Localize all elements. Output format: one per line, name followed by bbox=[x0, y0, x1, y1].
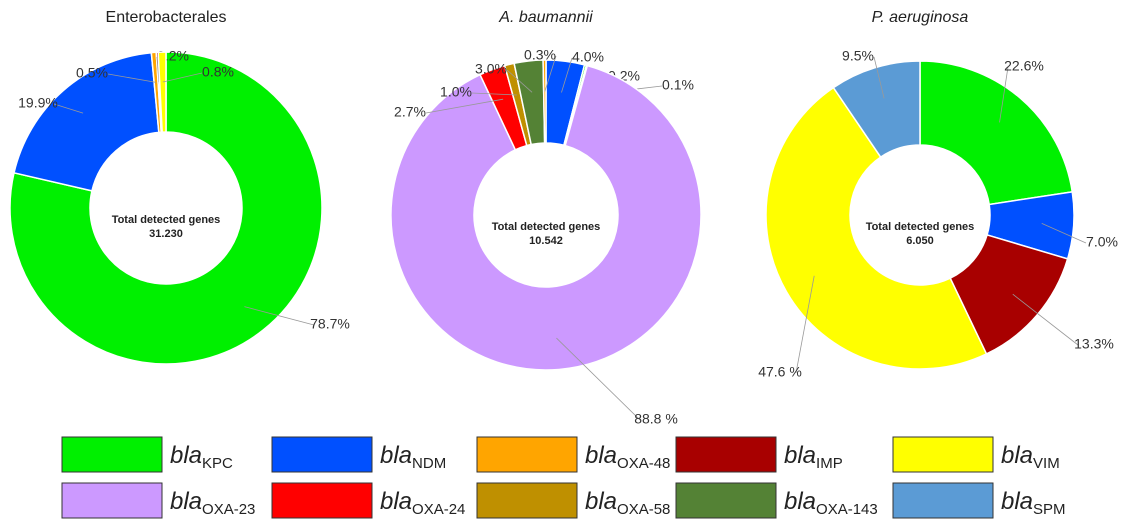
legend-name: bla bbox=[784, 442, 816, 469]
legend-subscript: OXA-23 bbox=[202, 501, 255, 518]
leader-line bbox=[795, 275, 815, 374]
chart-title: Enterobacterales bbox=[106, 9, 227, 26]
leader-line bbox=[107, 73, 157, 83]
legend-swatch bbox=[61, 482, 163, 519]
data-label: 7.0% bbox=[1086, 234, 1118, 250]
legend-subscript: KPC bbox=[202, 455, 233, 472]
legend-subscript: OXA-24 bbox=[412, 501, 465, 518]
legend-swatch bbox=[476, 482, 578, 519]
data-label: 4.0% bbox=[572, 49, 604, 65]
legend-name: bla bbox=[585, 442, 617, 469]
legend-subscript: NDM bbox=[412, 455, 446, 472]
leader-line bbox=[556, 337, 641, 421]
legend-label: blaVIM bbox=[1001, 442, 1060, 472]
legend-swatch bbox=[271, 436, 373, 473]
leader-line bbox=[425, 98, 504, 114]
donut-slice bbox=[390, 64, 702, 371]
center-total: 10.542 bbox=[529, 235, 563, 247]
legend-name: bla bbox=[1001, 488, 1033, 515]
leader-line bbox=[561, 57, 573, 93]
donut-slice bbox=[542, 59, 547, 144]
donut-slice bbox=[765, 86, 988, 370]
donut-slice bbox=[9, 51, 323, 365]
data-label: 0.3% bbox=[524, 47, 556, 63]
data-label: 3.0% bbox=[475, 61, 507, 77]
donut-slice bbox=[157, 51, 167, 133]
donut-slice bbox=[13, 51, 160, 192]
leader-line bbox=[1012, 293, 1079, 346]
donut-slice bbox=[919, 60, 1074, 206]
legend-subscript: OXA-143 bbox=[816, 501, 878, 518]
legend-subscript: SPM bbox=[1033, 501, 1066, 518]
legend-label: blaSPM bbox=[1001, 488, 1066, 518]
data-label: 13.3% bbox=[1074, 336, 1114, 352]
legend-swatch bbox=[61, 436, 163, 473]
legend-label: blaOXA-143 bbox=[784, 488, 878, 518]
data-label: 47.6 % bbox=[758, 364, 802, 380]
data-label: 22.6% bbox=[1004, 58, 1044, 74]
legend-subscript: IMP bbox=[816, 455, 843, 472]
legend-label: blaOXA-24 bbox=[380, 488, 465, 518]
leader-line bbox=[999, 66, 1009, 123]
leader-line bbox=[162, 72, 203, 83]
legend-name: bla bbox=[170, 488, 202, 515]
leader-line bbox=[1041, 223, 1087, 244]
center-total: 6.050 bbox=[906, 235, 934, 247]
chart-title: A. baumannii bbox=[498, 9, 593, 26]
legend-label: blaKPC bbox=[170, 442, 233, 472]
leader-line bbox=[156, 56, 160, 83]
legend-subscript: OXA-58 bbox=[617, 501, 670, 518]
legend-name: bla bbox=[784, 488, 816, 515]
legend-swatch bbox=[675, 436, 777, 473]
leader-line bbox=[544, 55, 557, 92]
leader-line bbox=[506, 69, 533, 93]
center-label: Total detected genes bbox=[492, 221, 601, 233]
legend-swatch bbox=[476, 436, 578, 473]
data-label: 2.7% bbox=[394, 104, 426, 120]
legend-label: blaOXA-48 bbox=[585, 442, 670, 472]
data-label: 78.7% bbox=[310, 316, 350, 332]
legend-subscript: OXA-48 bbox=[617, 455, 670, 472]
donut-slice bbox=[832, 60, 921, 159]
legend-name: bla bbox=[170, 442, 202, 469]
center-label: Total detected genes bbox=[866, 221, 975, 233]
legend-swatch bbox=[271, 482, 373, 519]
leader-line bbox=[471, 92, 517, 96]
center-total: 31.230 bbox=[149, 228, 183, 240]
leader-line bbox=[244, 306, 315, 326]
legend-name: bla bbox=[380, 442, 412, 469]
center-label: Total detected genes bbox=[112, 214, 221, 226]
leader-line bbox=[873, 56, 885, 99]
data-label: 1.0% bbox=[440, 84, 472, 100]
legend-label: blaIMP bbox=[784, 442, 843, 472]
legend-swatch bbox=[892, 482, 994, 519]
data-label: 9.5% bbox=[842, 48, 874, 64]
data-label: 88.8 % bbox=[634, 411, 678, 427]
legend-swatch bbox=[892, 436, 994, 473]
data-label: 0.8% bbox=[202, 64, 234, 80]
legend-subscript: VIM bbox=[1033, 455, 1060, 472]
legend-name: bla bbox=[380, 488, 412, 515]
legend-name: bla bbox=[1001, 442, 1033, 469]
chart-title: P. aeruginosa bbox=[872, 9, 969, 26]
legend-label: blaOXA-23 bbox=[170, 488, 255, 518]
data-label: 19.9% bbox=[18, 95, 58, 111]
legend-name: bla bbox=[585, 488, 617, 515]
data-label: 0.5% bbox=[76, 65, 108, 81]
legend-label: blaOXA-58 bbox=[585, 488, 670, 518]
legend-swatch bbox=[675, 482, 777, 519]
data-label: 0.1% bbox=[662, 77, 694, 93]
legend-label: blaNDM bbox=[380, 442, 446, 472]
leader-line bbox=[53, 103, 84, 114]
